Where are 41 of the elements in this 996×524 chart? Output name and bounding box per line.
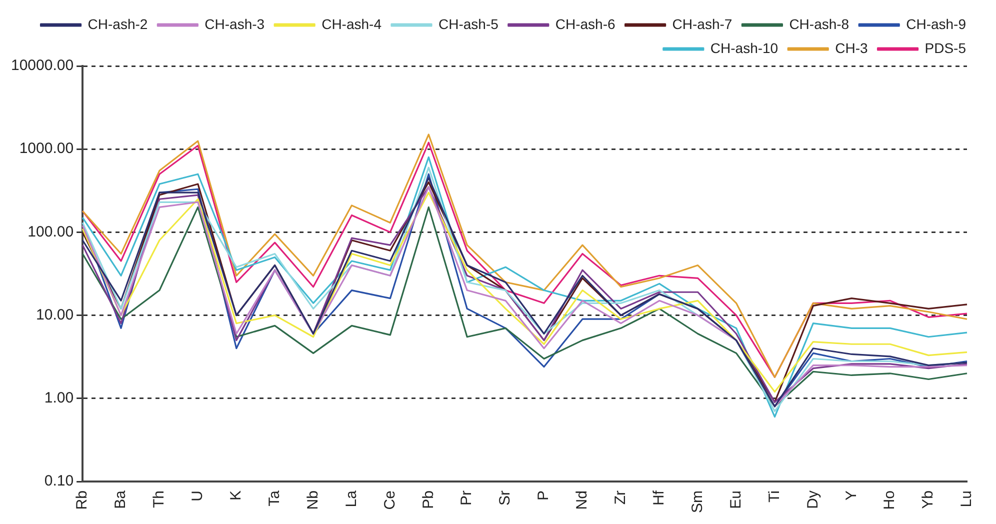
legend-label: CH-ash-2	[88, 16, 148, 32]
legend-label: CH-ash-9	[906, 16, 966, 32]
x-tick-label: Y	[842, 490, 860, 501]
x-tick-label: Hf	[650, 490, 668, 506]
x-tick-label: Ba	[112, 490, 130, 509]
legend-label: CH-3	[835, 40, 868, 56]
x-tick-label: K	[228, 490, 245, 501]
x-tick-label: Sr	[496, 490, 514, 506]
legend-label: CH-ash-8	[789, 16, 850, 32]
x-tick-label: Nb	[304, 490, 322, 510]
x-tick-label: Ta	[266, 490, 283, 506]
legend-label: CH-ash-10	[710, 40, 778, 56]
legend-label: CH-ash-5	[438, 16, 499, 32]
x-tick-label: Lu	[958, 490, 976, 508]
y-tick-label: 1000.00	[19, 140, 74, 158]
x-tick-label: Ti	[766, 490, 783, 502]
y-tick-label: 1.00	[44, 390, 74, 407]
x-tick-label: Zr	[612, 490, 630, 505]
x-tick-label: Rb	[74, 490, 91, 510]
x-tick-label: Dy	[804, 490, 822, 509]
y-tick-label: 100.00	[28, 223, 74, 240]
x-tick-label: U	[189, 490, 206, 502]
x-tick-label: Ce	[381, 490, 398, 510]
x-tick-label: Pb	[420, 490, 437, 509]
x-tick-label: Sm	[688, 490, 706, 513]
y-tick-label: 10000.00	[10, 57, 74, 74]
y-tick-label: 10.00	[36, 306, 74, 324]
x-tick-label: P	[535, 490, 552, 501]
x-tick-label: Nd	[574, 490, 591, 510]
x-tick-label: Th	[150, 490, 168, 508]
x-tick-label: Pr	[458, 490, 476, 506]
legend-label: PDS-5	[924, 40, 966, 56]
legend-label: CH-ash-3	[204, 16, 265, 32]
x-tick-label: Ho	[881, 490, 898, 510]
x-tick-label: Yb	[920, 490, 937, 509]
x-tick-label: La	[342, 490, 360, 508]
legend-label: CH-ash-7	[672, 16, 732, 32]
legend-label: CH-ash-4	[322, 16, 382, 32]
legend-label: CH-ash-6	[555, 16, 616, 32]
y-tick-label: 0.10	[44, 472, 74, 490]
x-tick-label: Eu	[727, 490, 744, 509]
